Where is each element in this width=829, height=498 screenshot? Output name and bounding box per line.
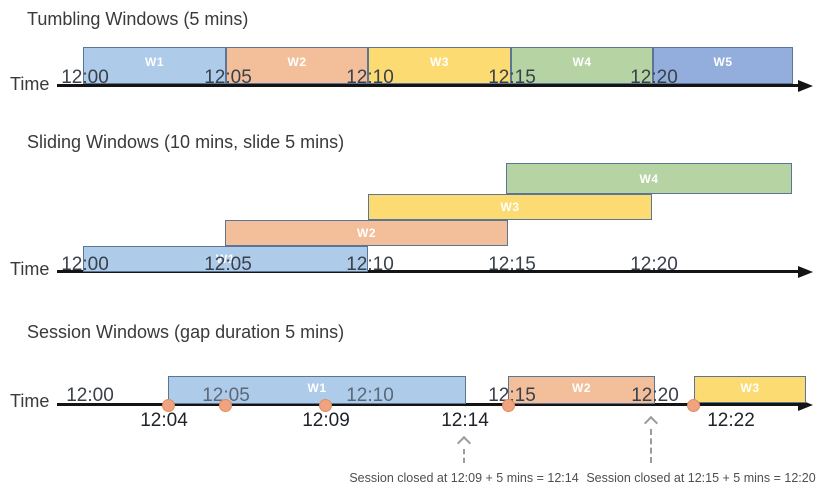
tumbling-tick-1215: 12:15 <box>488 67 536 88</box>
sliding-tick-1210: 12:10 <box>346 254 394 275</box>
tumbling-tick-1220: 12:20 <box>630 67 678 88</box>
window-label: W1 <box>216 252 235 266</box>
tumbling-section-title: Tumbling Windows (5 mins) <box>27 9 249 29</box>
tumbling-time-label: Time <box>10 74 50 94</box>
tumbling-timeline-arrowhead <box>798 79 813 92</box>
event-dot <box>161 398 175 412</box>
sliding-window-w1: W1 <box>83 246 368 272</box>
sliding-tick-1200: 12:00 <box>61 254 109 275</box>
tumbling-window-w2: W2 <box>226 47 368 84</box>
tumbling-tick-1210: 12:10 <box>346 67 394 88</box>
window-label: W1 <box>307 381 327 395</box>
sliding-timeline <box>57 270 800 273</box>
window-label: W2 <box>357 226 376 240</box>
window-label: W3 <box>430 55 449 69</box>
tumbling-window-w4: W4 <box>511 47 653 84</box>
dashed-up-arrow-icon <box>456 435 472 451</box>
session-closed-note-2: Session closed at 12:15 + 5 mins = 12:20 <box>586 471 816 485</box>
event-dot <box>318 398 332 412</box>
tumbling-window-w3: W3 <box>368 47 511 84</box>
sliding-timeline-arrowhead <box>798 265 813 278</box>
session-window-w3: W3 <box>694 376 806 403</box>
session-timeline <box>57 403 800 406</box>
event-dot <box>501 398 515 412</box>
tumbling-tick-1200: 12:00 <box>61 67 109 88</box>
tumbling-window-w5: W5 <box>653 47 793 84</box>
event-time-1214: 12:14 <box>441 410 489 431</box>
session-time-label: Time <box>10 391 50 411</box>
session-window-w1: W1 <box>168 376 466 404</box>
window-label: W1 <box>145 55 164 69</box>
session-section-title: Session Windows (gap duration 5 mins) <box>27 322 345 342</box>
sliding-tick-1220: 12:20 <box>630 254 678 275</box>
tumbling-tick-1205: 12:05 <box>204 67 252 88</box>
window-label: W2 <box>287 55 307 69</box>
dashed-up-arrow-icon <box>643 415 659 431</box>
session-tick-1200: 12:00 <box>66 385 114 406</box>
event-time-1222: 12:22 <box>707 410 755 431</box>
sliding-window-w2: W2 <box>225 220 508 246</box>
window-label: W4 <box>639 171 659 186</box>
window-label: W3 <box>740 381 760 395</box>
dashed-arrow-line <box>463 449 465 463</box>
window-label: W3 <box>500 200 520 214</box>
session-tick-1220: 12:20 <box>631 385 679 406</box>
sliding-window-w3: W3 <box>368 194 652 220</box>
session-tick-1205: 12:05 <box>202 385 250 406</box>
event-dot <box>686 398 700 412</box>
session-closed-note-1: Session closed at 12:09 + 5 mins = 12:14 <box>349 471 579 485</box>
window-label: W5 <box>713 55 733 69</box>
sliding-tick-1215: 12:15 <box>488 254 536 275</box>
sliding-time-label: Time <box>10 259 50 279</box>
event-dot <box>218 398 232 412</box>
event-time-1204: 12:04 <box>140 410 188 431</box>
sliding-tick-1205: 12:05 <box>204 254 252 275</box>
tumbling-timeline <box>57 84 800 87</box>
dashed-arrow-line <box>650 429 652 463</box>
session-tick-1210: 12:10 <box>346 385 394 406</box>
window-label: W2 <box>572 381 591 395</box>
sliding-section-title: Sliding Windows (10 mins, slide 5 mins) <box>27 132 345 152</box>
sliding-window-w4: W4 <box>506 163 792 194</box>
tumbling-window-w1: W1 <box>83 47 226 84</box>
event-time-1209: 12:09 <box>302 410 350 431</box>
session-window-w2: W2 <box>508 376 655 404</box>
window-label: W4 <box>572 55 592 69</box>
session-tick-1215: 12:15 <box>488 385 536 406</box>
